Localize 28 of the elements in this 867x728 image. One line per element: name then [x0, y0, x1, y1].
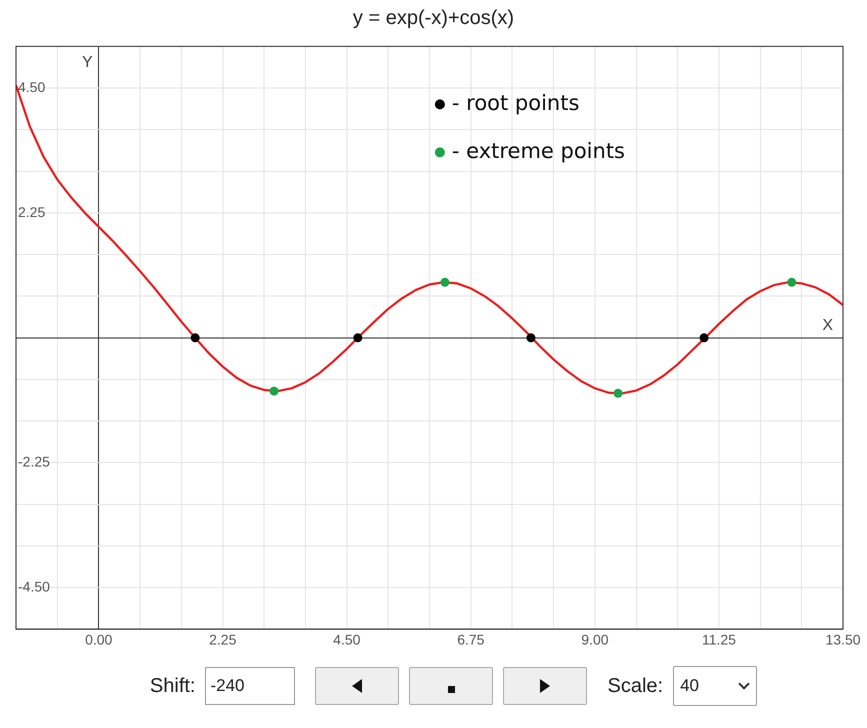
- y-tick-label: 2.25: [18, 204, 46, 220]
- y-axis-title: Y: [82, 54, 94, 71]
- x-tick-label: 9.00: [581, 631, 609, 648]
- legend-label: - extreme points: [452, 138, 626, 163]
- text: Shift:: [150, 674, 196, 698]
- point: [526, 333, 536, 342]
- point: [353, 333, 362, 342]
- x-tick-label: 0.00: [85, 631, 113, 648]
- point: [787, 278, 796, 287]
- legend-label: - root points: [452, 90, 580, 115]
- dropdown: 40: [673, 666, 758, 706]
- x-tick-label: 4.50: [333, 631, 361, 648]
- x-tick-label: 13.50: [825, 631, 861, 648]
- x-axis-title: X: [822, 317, 834, 334]
- y-tick-label: 4.50: [18, 78, 46, 95]
- text: Scale:: [607, 674, 664, 698]
- point: [700, 333, 709, 342]
- x-tick-label: 2.25: [209, 631, 237, 648]
- point: [614, 388, 623, 398]
- x-tick-label: 11.25: [702, 631, 736, 648]
- point: [270, 386, 279, 396]
- y-tick-label: -4.50: [18, 578, 50, 594]
- point: [190, 333, 200, 342]
- y-tick-label: -2.25: [18, 454, 50, 470]
- point: [440, 278, 450, 287]
- x-tick-label: 6.75: [457, 631, 485, 648]
- text-field: -240: [205, 667, 296, 705]
- chart-title: y = exp(-x)+cos(x): [352, 6, 516, 31]
